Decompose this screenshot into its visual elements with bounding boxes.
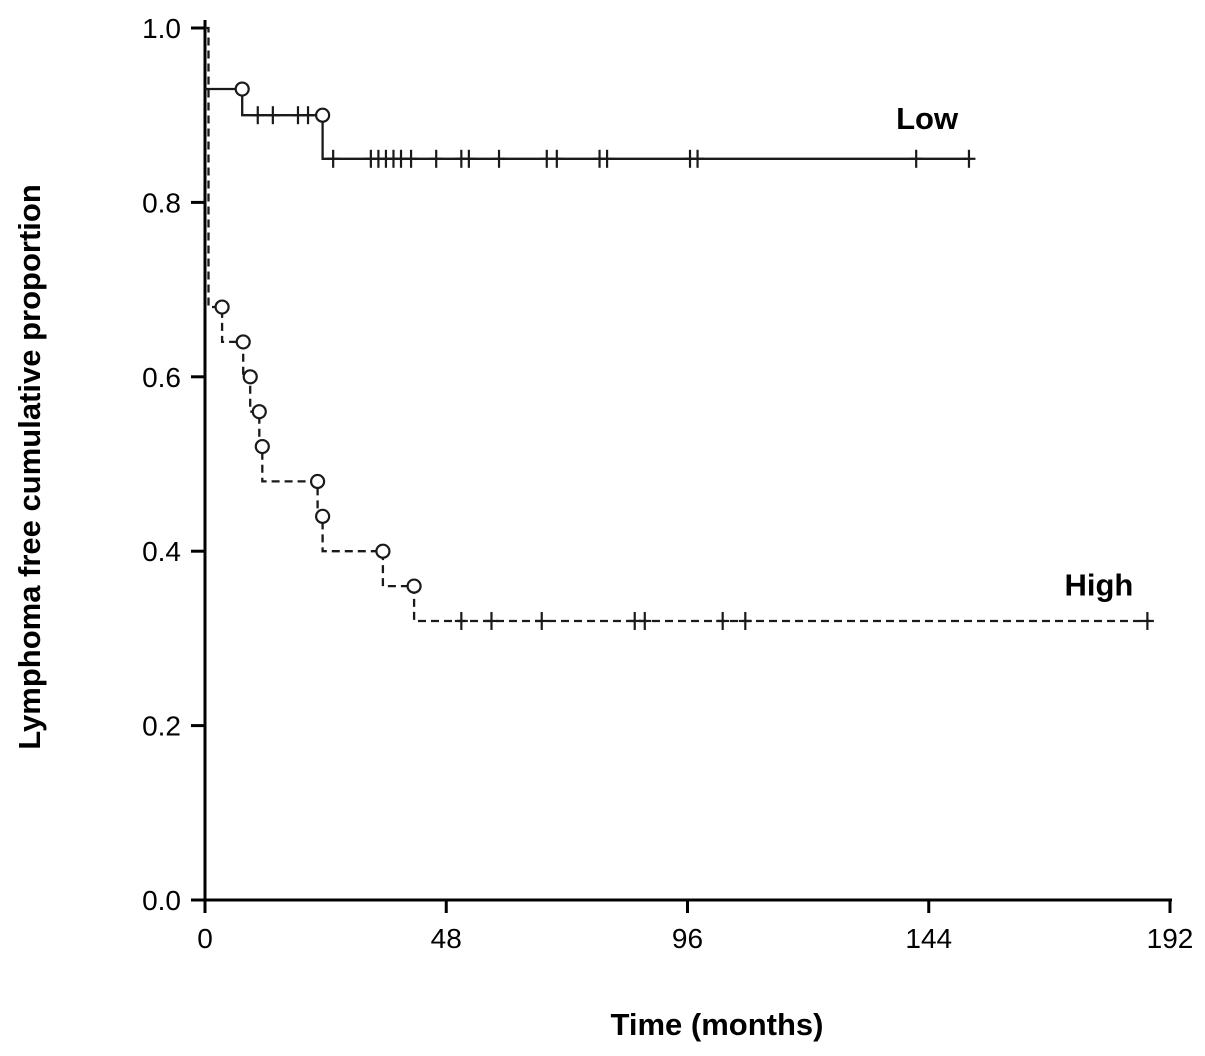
x-tick-label: 192 (1147, 923, 1194, 954)
y-axis-title: Lymphoma free cumulative proportion (12, 184, 47, 750)
event-marker-icon (242, 369, 258, 385)
series-label-low: Low (896, 101, 959, 136)
event-marker-icon (406, 578, 422, 594)
x-tick-label: 96 (672, 923, 703, 954)
x-tick-label: 48 (431, 923, 462, 954)
event-marker-icon (254, 438, 270, 455)
y-tick-label: 0.4 (142, 536, 181, 567)
series-high-line (205, 26, 1150, 623)
event-marker-icon (375, 543, 391, 559)
y-tick-label: 0.6 (142, 362, 181, 393)
y-tick-label: 0.2 (142, 711, 181, 742)
x-tick-label: 0 (197, 923, 213, 954)
y-tick-label: 1.0 (142, 13, 181, 44)
event-marker-icon (234, 81, 250, 97)
series-label-high: High (1064, 567, 1133, 602)
y-tick-label: 0.0 (142, 885, 181, 916)
series-low-line (205, 87, 969, 160)
event-marker-icon (214, 299, 230, 315)
event-marker-icon (235, 334, 251, 350)
event-marker-icon (309, 473, 326, 490)
y-tick-label: 0.8 (142, 187, 181, 218)
event-marker-icon (315, 107, 331, 123)
x-tick-label: 144 (905, 923, 952, 954)
event-marker-icon (251, 404, 267, 420)
plot-area: 0.0 0.2 0.4 0.6 0.8 1.0 0 48 96 144 192 Low High (142, 13, 1193, 954)
x-axis-title: Time (months) (611, 1007, 824, 1042)
event-marker-icon (315, 508, 331, 524)
